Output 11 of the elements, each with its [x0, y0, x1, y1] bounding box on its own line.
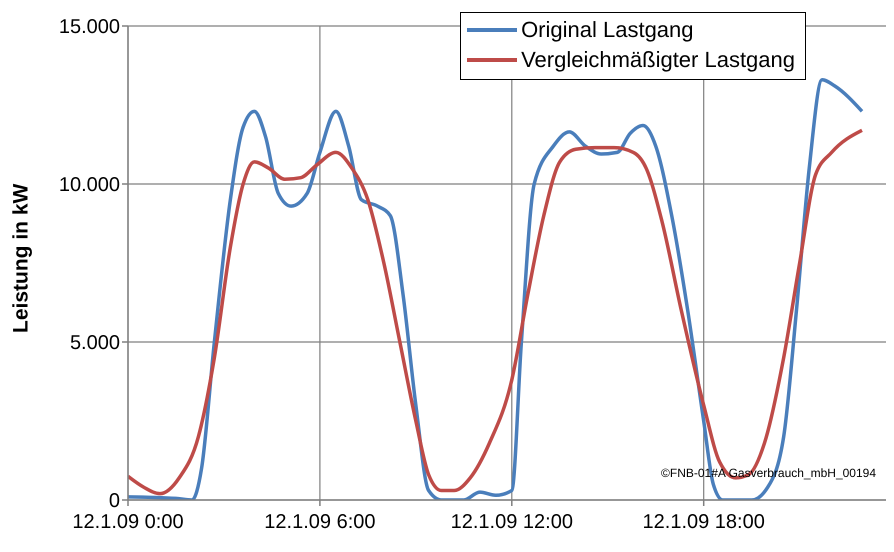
y-tick-label: 10.000: [58, 174, 120, 196]
x-tick-label: 12.1.09 0:00: [72, 511, 184, 534]
legend-label: Original Lastgang: [521, 17, 694, 43]
legend-label: Vergleichmäßigter Lastgang: [521, 47, 795, 73]
x-tick-label: 12.1.09 18:00: [642, 511, 765, 534]
y-axis-title: Leistung in kW: [9, 183, 32, 333]
x-tick-label: 12.1.09 12:00: [450, 511, 573, 534]
y-tick-label: 15.000: [58, 16, 120, 38]
y-tick-label: 0: [108, 490, 120, 512]
x-tick-label: 12.1.09 6:00: [264, 511, 376, 534]
y-tick-label: 5.000: [70, 332, 120, 354]
